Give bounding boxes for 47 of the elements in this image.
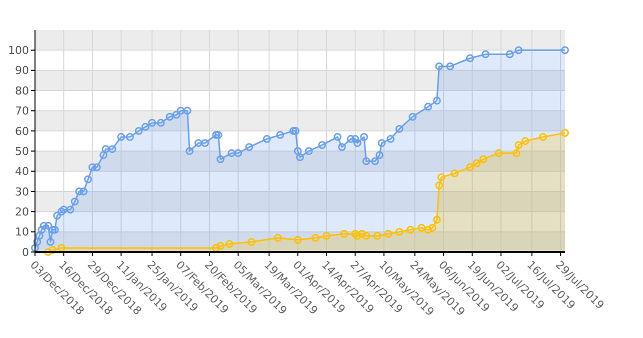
y-tick-label: 0 <box>22 246 29 259</box>
point <box>406 226 414 234</box>
point <box>44 248 52 256</box>
point <box>351 230 360 238</box>
point <box>294 236 302 244</box>
point <box>384 230 392 238</box>
point <box>437 173 446 182</box>
y-tick-label: 100 <box>8 44 29 58</box>
y-tick-label: 80 <box>15 84 29 98</box>
point <box>353 232 362 240</box>
point <box>312 234 320 242</box>
point <box>358 230 366 238</box>
point <box>395 228 404 236</box>
point <box>225 240 234 248</box>
point <box>340 230 348 238</box>
y-tick-label: 60 <box>15 124 29 138</box>
point <box>561 128 569 137</box>
point <box>424 226 432 234</box>
point <box>48 246 57 254</box>
point <box>58 244 66 252</box>
y-tick-label: 40 <box>15 165 29 178</box>
point <box>322 232 330 240</box>
point <box>216 242 224 250</box>
point <box>512 149 520 158</box>
point <box>432 216 441 224</box>
point <box>450 169 459 178</box>
point <box>428 224 436 232</box>
y-tick-label: 30 <box>15 185 29 198</box>
y-tick-label: 20 <box>15 205 29 218</box>
point <box>479 155 488 164</box>
y-tick-label: 10 <box>15 226 29 239</box>
point <box>521 137 530 145</box>
y-tick-label: 90 <box>15 64 29 78</box>
point <box>466 163 474 172</box>
y-tick-label: 70 <box>15 104 29 118</box>
point <box>212 244 220 252</box>
point <box>494 149 503 158</box>
point <box>373 232 382 240</box>
point <box>418 224 426 232</box>
point <box>362 232 370 240</box>
point <box>472 159 481 168</box>
point <box>247 238 256 246</box>
point <box>514 141 523 149</box>
point <box>274 234 282 242</box>
y-tick-label: 50 <box>15 144 29 158</box>
point <box>435 181 444 190</box>
point <box>538 133 547 141</box>
